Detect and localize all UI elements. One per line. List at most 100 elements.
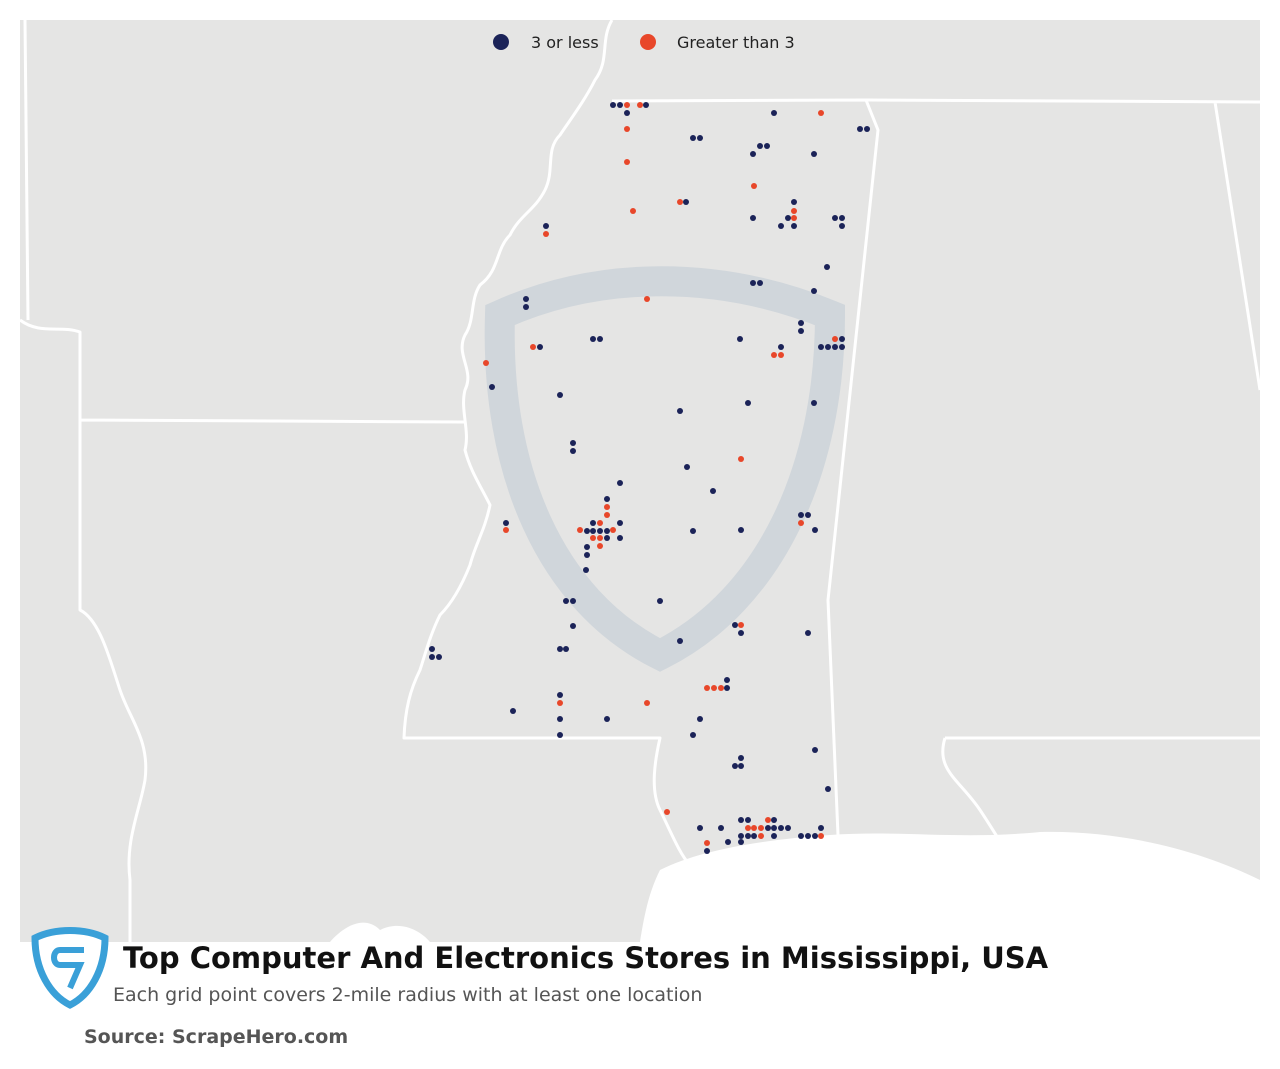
location-dot (818, 825, 824, 831)
location-dot (530, 344, 536, 350)
location-dot (805, 630, 811, 636)
location-dot (839, 336, 845, 342)
location-dot (798, 833, 804, 839)
location-dot (557, 700, 563, 706)
location-dot (791, 223, 797, 229)
title: Top Computer And Electronics Stores in M… (123, 941, 1049, 975)
location-dot (604, 716, 610, 722)
location-dot (557, 732, 563, 738)
location-dot (604, 496, 610, 502)
location-dot (590, 336, 596, 342)
location-dot (664, 809, 670, 815)
location-dot (604, 528, 610, 534)
location-dot (677, 638, 683, 644)
location-dot (771, 110, 777, 116)
location-dot (683, 199, 689, 205)
location-dot (771, 825, 777, 831)
location-dot (429, 646, 435, 652)
location-dot (798, 512, 804, 518)
location-dot (811, 400, 817, 406)
location-dot (523, 296, 529, 302)
location-dot (624, 126, 630, 132)
location-dot (570, 448, 576, 454)
location-dot (818, 833, 824, 839)
location-dot (510, 708, 516, 714)
location-dot (738, 527, 744, 533)
location-dot (798, 520, 804, 526)
location-dot (617, 102, 623, 108)
location-dot (818, 344, 824, 350)
location-dot (738, 456, 744, 462)
location-dot (745, 817, 751, 823)
location-dot (577, 527, 583, 533)
location-dot (832, 336, 838, 342)
location-dot (778, 352, 784, 358)
location-dot (429, 654, 435, 660)
location-dot (604, 512, 610, 518)
legend: 3 or less Greater than 3 (493, 33, 795, 52)
location-dot (557, 392, 563, 398)
location-dot (839, 215, 845, 221)
location-dot (745, 400, 751, 406)
location-dot (812, 527, 818, 533)
location-dot (624, 102, 630, 108)
source: Source: ScrapeHero.com (84, 1026, 348, 1048)
mississippi-east-border (611, 98, 880, 836)
location-dot (791, 208, 797, 214)
location-dot (637, 102, 643, 108)
location-dot (610, 527, 616, 533)
location-dot (597, 520, 603, 526)
location-dot (812, 833, 818, 839)
location-dot (818, 110, 824, 116)
location-dot (604, 504, 610, 510)
location-dot (710, 488, 716, 494)
location-dot (811, 151, 817, 157)
location-dot (523, 304, 529, 310)
location-dot (537, 344, 543, 350)
location-dot (751, 833, 757, 839)
location-dot (737, 336, 743, 342)
location-dot (690, 732, 696, 738)
legend-marker (493, 34, 509, 50)
location-dot (597, 336, 603, 342)
location-dot (557, 692, 563, 698)
location-dot (583, 567, 589, 573)
location-dot (483, 360, 489, 366)
location-dot (738, 833, 744, 839)
location-dot (617, 535, 623, 541)
location-dot (503, 527, 509, 533)
location-dot (758, 825, 764, 831)
location-dot (824, 264, 830, 270)
location-dot (557, 646, 563, 652)
arkansas-louisiana-borders (19, 19, 466, 942)
location-dot (677, 408, 683, 414)
location-dot (791, 215, 797, 221)
location-dot (778, 825, 784, 831)
location-dot (677, 199, 683, 205)
location-dot (543, 223, 549, 229)
legend-label: Greater than 3 (677, 33, 795, 52)
location-dot (839, 223, 845, 229)
location-dot (657, 598, 663, 604)
location-dot (697, 825, 703, 831)
location-dot (704, 840, 710, 846)
location-dot (503, 520, 509, 526)
location-dot (778, 344, 784, 350)
location-dot (704, 685, 710, 691)
gulf-water (640, 831, 1260, 942)
location-dot (805, 512, 811, 518)
location-dots (429, 102, 870, 854)
location-dot (597, 528, 603, 534)
location-dot (690, 135, 696, 141)
location-dot (745, 825, 751, 831)
mississippi-west-border (402, 19, 692, 867)
location-dot (738, 630, 744, 636)
location-dot (563, 646, 569, 652)
location-dot (750, 151, 756, 157)
location-dot (765, 825, 771, 831)
location-dot (630, 208, 636, 214)
location-dot (584, 528, 590, 534)
location-dot (832, 344, 838, 350)
location-dot (590, 528, 596, 534)
